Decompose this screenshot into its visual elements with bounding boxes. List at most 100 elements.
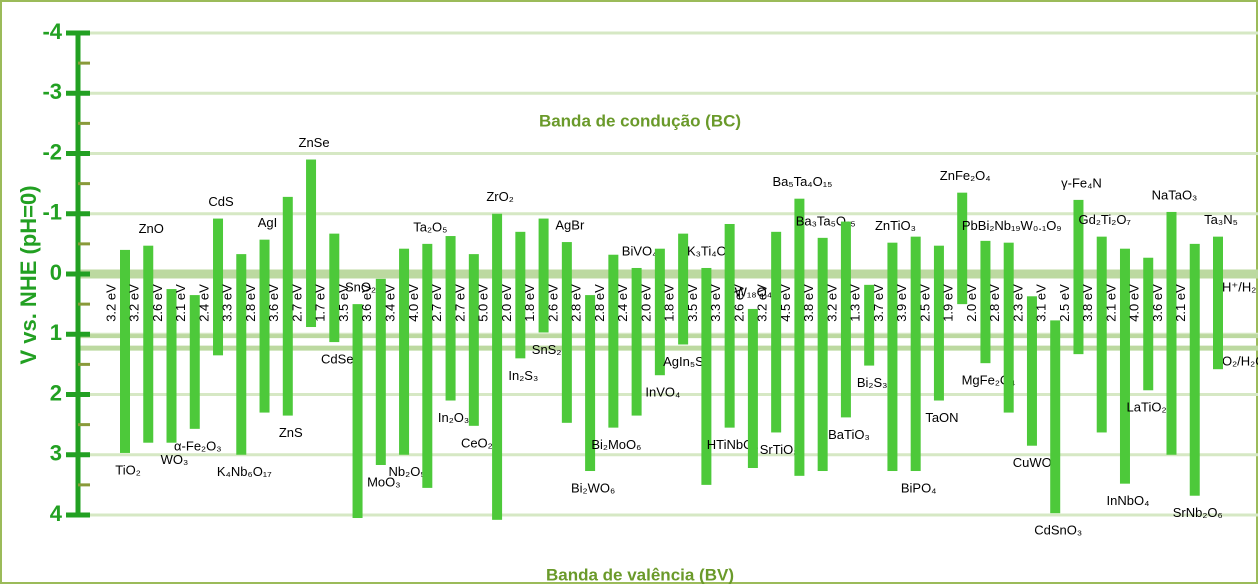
gap-label: 3.2 eV xyxy=(103,284,118,322)
gap-label: 2.4 eV xyxy=(615,284,630,322)
y-tick-label: 4 xyxy=(50,501,63,526)
material-label: SnO₂ xyxy=(345,280,376,295)
material-label: AgIn₅S₈ xyxy=(663,354,709,369)
material-label: Ta₂O₅ xyxy=(413,219,447,234)
material-label: W₁₈O₄₉ xyxy=(735,284,778,299)
band-bar xyxy=(213,218,224,356)
gap-label: 1.7 eV xyxy=(313,284,328,322)
material-label: Ba₃Ta₅O₁₅ xyxy=(796,213,856,228)
bottom-annotation: Banda de valência (BV) xyxy=(546,565,734,584)
band-bar xyxy=(1166,211,1177,455)
material-label: LaTiO₂N xyxy=(1127,400,1176,415)
gap-label: 1.9 eV xyxy=(941,284,956,322)
gap-label: 3.2 eV xyxy=(824,284,839,322)
material-label: α-Fe₂O₃ xyxy=(174,438,221,453)
band-bar xyxy=(399,248,410,455)
material-label: MgFe₂O₄ xyxy=(962,373,1016,388)
band-bar xyxy=(631,267,642,416)
band-bar xyxy=(910,236,921,472)
band-bar xyxy=(236,254,247,455)
gap-label: 3.2 eV xyxy=(755,284,770,322)
band-bar xyxy=(933,245,944,401)
band-bar xyxy=(561,242,572,423)
material-label: Ta₃N₅ xyxy=(1204,212,1238,227)
band-bar xyxy=(329,233,340,343)
band-bar xyxy=(1096,236,1107,433)
y-tick-label: -3 xyxy=(42,79,62,104)
material-label: TaON xyxy=(925,410,958,425)
gap-label: 2.3 eV xyxy=(1010,284,1025,322)
band-bar xyxy=(1143,257,1154,391)
band-bar xyxy=(1026,296,1037,446)
band-bar xyxy=(817,237,828,472)
band-bar xyxy=(701,267,712,485)
gap-label: 4.0 eV xyxy=(406,284,421,322)
material-label: In₂O₃ xyxy=(438,410,469,425)
material-label: ZnS xyxy=(279,425,303,440)
material-label: ZnSe xyxy=(299,135,330,150)
reference-label: O₂/H₂O xyxy=(1222,354,1258,369)
band-bar xyxy=(864,284,875,366)
gap-label: 2.8 eV xyxy=(243,284,258,322)
material-label: AgI xyxy=(258,215,278,230)
band-bar xyxy=(143,245,154,443)
y-tick-label: 0 xyxy=(50,260,62,285)
gap-label: 3.1 eV xyxy=(1034,284,1049,322)
band-bar xyxy=(259,239,270,413)
material-label: CuWO₄ xyxy=(1013,455,1057,470)
gap-label: 2.1 eV xyxy=(1173,284,1188,322)
material-label: Bi₂WO₆ xyxy=(571,480,615,495)
material-label: SrTiO₃ xyxy=(760,442,799,457)
gap-label: 3.8 eV xyxy=(1080,284,1095,322)
gap-label: 3.6 eV xyxy=(359,284,374,322)
gap-label: 3.3 eV xyxy=(220,284,235,322)
band-bar xyxy=(189,295,200,429)
material-label: K₄Nb₆O₁₇ xyxy=(217,464,272,479)
band-bar xyxy=(840,221,851,418)
gap-label: 3.5 eV xyxy=(336,284,351,322)
material-label: ZnTiO₃ xyxy=(875,218,916,233)
band-bar xyxy=(1073,199,1084,355)
y-tick-label: 3 xyxy=(50,441,62,466)
y-tick-label: -2 xyxy=(42,139,62,164)
band-bar xyxy=(282,196,293,416)
band-bar xyxy=(771,231,782,433)
gap-label: 2.5 eV xyxy=(1057,284,1072,322)
band-bar xyxy=(352,304,363,519)
material-label: TiO₂ xyxy=(115,462,141,477)
material-label: CdSnO₃ xyxy=(1034,523,1082,538)
material-label: CeO₂ xyxy=(461,435,493,450)
band-bar xyxy=(794,198,805,476)
gap-label: 4.5 eV xyxy=(778,284,793,322)
material-label: Bi₂S₃ xyxy=(857,375,888,390)
material-label: ZnO xyxy=(139,221,164,236)
material-label: BiVO₄ xyxy=(622,243,658,258)
material-label: PbBi₂Nb₁₉W₀.₁O₉ xyxy=(962,218,1062,233)
y-tick-label: 1 xyxy=(50,320,62,345)
gap-label: 2.6 eV xyxy=(545,284,560,322)
material-label: ZrO₂ xyxy=(486,189,513,204)
band-bar xyxy=(608,254,619,428)
gap-label: 3.6 eV xyxy=(266,284,281,322)
band-bar xyxy=(1003,242,1014,413)
gap-label: 2.7 eV xyxy=(289,284,304,322)
gap-label: 2.6 eV xyxy=(150,284,165,322)
band-bar xyxy=(1050,320,1061,514)
gap-label: 3.5 eV xyxy=(685,284,700,322)
gap-label: 3.4 eV xyxy=(383,284,398,322)
gap-label: 3.2 eV xyxy=(127,284,142,322)
band-bar xyxy=(306,159,317,328)
material-label: In₂S₃ xyxy=(508,368,538,383)
band-bar xyxy=(422,243,433,488)
gap-label: 2.0 eV xyxy=(638,284,653,322)
gap-label: 2.0 eV xyxy=(499,284,514,322)
band-bar xyxy=(538,218,549,333)
gap-label: 3.8 eV xyxy=(801,284,816,322)
gap-label: 2.8 eV xyxy=(592,284,607,322)
band-bar xyxy=(747,308,758,469)
gap-label: 3.6 eV xyxy=(1150,284,1165,322)
gap-label: 3.7 eV xyxy=(871,284,886,322)
material-label: SnS₂ xyxy=(532,342,562,357)
